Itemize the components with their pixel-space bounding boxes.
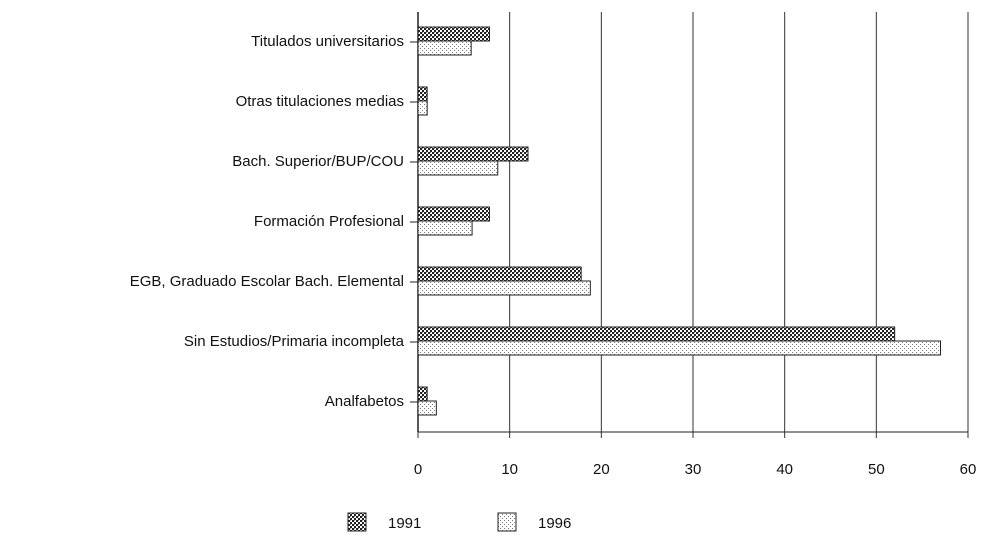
y-tick-label: Bach. Superior/BUP/COU [232, 153, 404, 170]
y-tick-label: Sin Estudios/Primaria incompleta [184, 333, 405, 350]
y-tick-label: Analfabetos [325, 393, 404, 410]
x-tick-label: 10 [501, 461, 518, 478]
x-tick-label: 40 [776, 461, 793, 478]
bar [417, 100, 428, 116]
x-tick-label: 0 [414, 461, 422, 478]
x-tick-label: 60 [960, 461, 977, 478]
bar [417, 40, 472, 56]
legend-label: 1991 [388, 515, 421, 532]
bar [417, 146, 529, 162]
y-tick-label: Formación Profesional [254, 213, 404, 230]
x-tick-label: 50 [868, 461, 885, 478]
x-tick-label: 20 [593, 461, 610, 478]
bar [417, 266, 582, 282]
y-tick-label: Titulados universitarios [251, 33, 404, 50]
bar [417, 400, 437, 416]
bar [417, 220, 473, 236]
bar [417, 280, 591, 296]
bar [417, 26, 490, 42]
y-tick-label: Otras titulaciones medias [236, 93, 404, 110]
legend-swatch [347, 512, 367, 532]
legend-swatch [497, 512, 517, 532]
bar [417, 86, 428, 102]
x-tick-label: 30 [685, 461, 702, 478]
bar [417, 160, 499, 176]
bar [417, 340, 941, 356]
bar [417, 326, 896, 342]
legend-label: 1996 [538, 515, 571, 532]
bar [417, 386, 428, 402]
bar [417, 206, 490, 222]
y-tick-label: EGB, Graduado Escolar Bach. Elemental [130, 273, 404, 290]
